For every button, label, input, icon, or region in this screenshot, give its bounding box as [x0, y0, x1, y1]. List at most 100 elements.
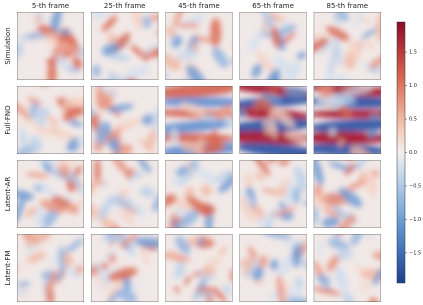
- blob: [26, 251, 47, 264]
- field-blobs: [17, 160, 84, 228]
- blob: [17, 286, 28, 296]
- blob: [141, 15, 152, 29]
- blob: [137, 137, 156, 153]
- blob: [24, 32, 44, 39]
- blob: [174, 235, 191, 255]
- blob: [271, 107, 295, 128]
- blob: [17, 41, 24, 59]
- blob: [276, 24, 297, 36]
- field-blobs: [239, 12, 307, 80]
- blob: [107, 33, 119, 45]
- blob: [39, 199, 66, 214]
- band: [165, 97, 233, 107]
- blob: [222, 284, 232, 295]
- blob: [255, 217, 266, 228]
- blob: [35, 205, 45, 228]
- blob: [68, 170, 84, 195]
- blob: [98, 198, 112, 221]
- field-panel: [239, 234, 307, 302]
- blob: [350, 234, 363, 247]
- blob: [47, 59, 57, 80]
- field-panel: [91, 234, 159, 302]
- field-panel: [17, 160, 84, 228]
- row-label: Simulation: [4, 27, 12, 64]
- blob: [370, 113, 379, 121]
- blob: [167, 250, 178, 260]
- field-blobs: [239, 86, 307, 154]
- blob: [67, 119, 84, 127]
- blob: [207, 257, 222, 266]
- blob: [102, 234, 128, 243]
- blob: [335, 12, 349, 22]
- blob: [184, 186, 195, 198]
- blob: [219, 170, 229, 182]
- blob: [112, 160, 130, 175]
- blob: [45, 33, 57, 45]
- blob: [131, 12, 143, 31]
- blob: [285, 179, 294, 208]
- blob: [101, 15, 118, 32]
- blob: [91, 263, 109, 277]
- field-blobs: [165, 160, 233, 228]
- blob: [186, 65, 206, 80]
- row-label: Latent-AR: [4, 177, 12, 212]
- blob: [339, 105, 352, 118]
- blob: [116, 288, 138, 302]
- blob: [95, 121, 107, 146]
- blob: [313, 287, 343, 295]
- blob: [24, 206, 38, 218]
- field-blobs: [17, 234, 84, 302]
- blob: [239, 195, 256, 223]
- blob: [369, 297, 378, 302]
- field-blobs: [239, 160, 307, 228]
- blob: [278, 201, 286, 210]
- column-label: 25-th frame: [104, 2, 146, 10]
- field-panel: [91, 86, 159, 154]
- blob: [116, 75, 134, 80]
- blob: [349, 39, 362, 61]
- blob: [149, 14, 159, 22]
- blob: [108, 253, 117, 264]
- blob: [364, 170, 378, 197]
- blob: [327, 238, 350, 250]
- blob: [64, 238, 84, 254]
- blob: [91, 186, 96, 195]
- blob: [200, 184, 213, 197]
- blob: [38, 118, 46, 128]
- blob: [251, 160, 271, 176]
- field-panel: [17, 12, 84, 80]
- field-blobs: [313, 12, 381, 80]
- blob: [130, 44, 144, 58]
- field-panel: [239, 12, 307, 80]
- blob: [283, 132, 307, 143]
- blob: [253, 204, 265, 220]
- blob: [176, 23, 201, 29]
- blob: [128, 239, 137, 260]
- blob: [328, 161, 351, 171]
- blob: [265, 160, 282, 165]
- blob: [281, 31, 296, 44]
- blob: [106, 280, 123, 302]
- blob: [56, 54, 67, 68]
- blob: [42, 160, 53, 174]
- blob: [39, 182, 58, 199]
- blob: [341, 87, 373, 95]
- blob: [325, 26, 350, 42]
- blob: [352, 12, 368, 31]
- blob: [258, 255, 268, 268]
- blob: [65, 67, 80, 73]
- blob: [170, 274, 181, 281]
- field-blobs: [17, 12, 84, 80]
- blob: [106, 103, 134, 113]
- row-label: Latent-FM: [4, 250, 12, 285]
- blob: [360, 28, 378, 40]
- field-blobs: [313, 234, 381, 302]
- blob: [329, 127, 336, 136]
- blob: [239, 188, 256, 204]
- blob: [25, 172, 49, 178]
- blob: [175, 261, 185, 278]
- blob: [333, 15, 342, 25]
- blob: [336, 214, 356, 228]
- blob: [211, 286, 227, 302]
- blob: [175, 163, 198, 177]
